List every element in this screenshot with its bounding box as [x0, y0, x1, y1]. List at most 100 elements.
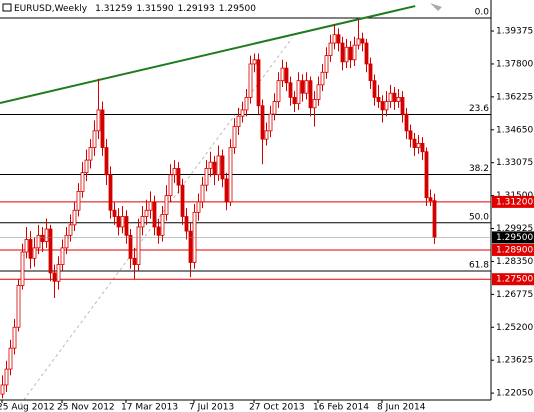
y-tick-label: 1.33075	[496, 158, 533, 168]
candle-body	[24, 239, 29, 253]
candle-body	[28, 239, 33, 259]
y-tick-label: 1.26775	[496, 290, 533, 300]
fib-label: 23.6	[469, 104, 489, 114]
candle-body	[412, 138, 417, 148]
candle-body	[324, 55, 329, 73]
candle-body	[296, 80, 301, 105]
candle-body	[216, 155, 221, 176]
candle-body	[204, 168, 209, 186]
candle-body	[424, 151, 429, 199]
candle-body	[252, 59, 257, 65]
y-tick-label: 1.37800	[496, 59, 533, 69]
candle-body	[392, 92, 397, 102]
candle-body	[304, 80, 309, 94]
price-label: 1.27500	[496, 275, 533, 285]
candle-body	[348, 46, 353, 61]
candle-body	[220, 155, 225, 180]
candle-body	[36, 234, 41, 249]
y-tick-label: 1.28350	[496, 257, 533, 267]
candle-body	[344, 46, 349, 63]
header-value: 1.31590	[136, 4, 173, 14]
candle-body	[176, 168, 181, 186]
candle-body	[416, 142, 421, 148]
candle-body	[188, 230, 193, 263]
candle-body	[432, 200, 437, 238]
candle-body	[312, 99, 317, 109]
candle-body	[388, 92, 393, 102]
header-icon	[2, 3, 12, 12]
candle-body	[224, 178, 229, 203]
candle-body	[260, 105, 265, 140]
candle-body	[292, 96, 297, 105]
candle-body	[336, 34, 341, 44]
y-tick-label: 1.25200	[496, 323, 533, 333]
candle-body	[144, 209, 149, 217]
candle-body	[400, 96, 405, 115]
header-value: 1.31259	[95, 4, 132, 14]
candle-body	[356, 38, 361, 46]
candle-body	[240, 109, 245, 117]
candle-body	[32, 247, 37, 259]
header-value: 1.29193	[178, 4, 215, 14]
candle-body	[80, 172, 85, 192]
x-tick-label: 25 Nov 2012	[57, 403, 115, 412]
candle-body	[212, 161, 217, 176]
candle-body	[100, 109, 105, 148]
header: EURUSD,Weekly 1.31259 1.31590 1.29193 1.2950…	[14, 4, 256, 14]
candle-body	[20, 251, 25, 286]
candle-body	[300, 80, 305, 94]
fib-label: 0.0	[475, 7, 490, 17]
candle-body	[340, 42, 345, 63]
candle-body	[92, 130, 97, 148]
candle-body	[152, 201, 157, 228]
candle-body	[256, 59, 261, 107]
candle-body	[332, 34, 337, 44]
candle-body	[208, 161, 213, 169]
x-tick-label: 7 Jul 2013	[189, 403, 234, 412]
arrow-icon	[430, 3, 442, 11]
candle-body	[116, 216, 121, 228]
price-label-box	[492, 273, 534, 286]
symbol: EURUSD,Weekly	[14, 4, 88, 14]
candle-body	[140, 216, 145, 228]
candle-body	[284, 67, 289, 84]
candle-body	[320, 71, 325, 86]
candle-body	[132, 257, 137, 265]
candle-body	[264, 130, 269, 140]
candle-body	[172, 168, 177, 176]
candle-body	[180, 184, 185, 217]
candle-body	[164, 195, 169, 215]
y-tick-label: 1.29925	[496, 224, 533, 234]
candle-body	[88, 147, 93, 161]
header-value: 1.29500	[219, 4, 256, 14]
candle-body	[76, 191, 81, 211]
candle-body	[44, 228, 49, 242]
candle-body	[236, 115, 241, 128]
current-price-box	[492, 231, 534, 244]
candle-body	[0, 384, 5, 395]
fib-label: 61.8	[469, 261, 489, 271]
candle-body	[372, 80, 377, 98]
candle-body	[328, 42, 333, 56]
candle-body	[96, 109, 101, 132]
y-tick-label: 1.36225	[496, 92, 533, 102]
candle-body	[288, 82, 293, 98]
candle-body	[124, 216, 129, 236]
candle-body	[60, 247, 65, 265]
candle-body	[408, 130, 413, 140]
candle-body	[48, 228, 53, 274]
candle-body	[316, 84, 321, 100]
y-tick-label: 1.22050	[496, 389, 533, 399]
candle-body	[360, 38, 365, 44]
candle-body	[160, 214, 165, 236]
candle-body	[428, 197, 433, 202]
candle-body	[8, 347, 13, 370]
fib-label: 50.0	[469, 212, 489, 222]
candle-body	[364, 42, 369, 65]
candle-body	[52, 272, 57, 282]
y-tick-label: 1.34650	[496, 125, 533, 135]
price-label-box	[492, 243, 534, 256]
candle-body	[108, 174, 113, 211]
